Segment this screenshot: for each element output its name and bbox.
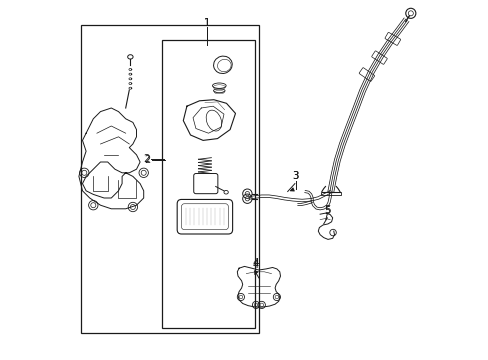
Text: 5: 5 [324, 206, 330, 216]
Bar [320, 192, 340, 195]
Text: 2: 2 [144, 155, 150, 165]
Text: 4: 4 [252, 260, 258, 270]
Text: 1: 1 [203, 18, 209, 28]
Text: 5: 5 [324, 204, 330, 215]
FancyBboxPatch shape [371, 51, 386, 64]
FancyBboxPatch shape [384, 32, 400, 45]
Bar [81, 25, 258, 333]
Bar [162, 40, 255, 328]
FancyBboxPatch shape [359, 68, 374, 81]
Text: 3: 3 [292, 171, 298, 181]
Text: 1: 1 [203, 18, 209, 28]
Text: 3: 3 [291, 171, 297, 181]
Text: 4: 4 [251, 258, 258, 268]
Text: 2: 2 [143, 154, 150, 164]
